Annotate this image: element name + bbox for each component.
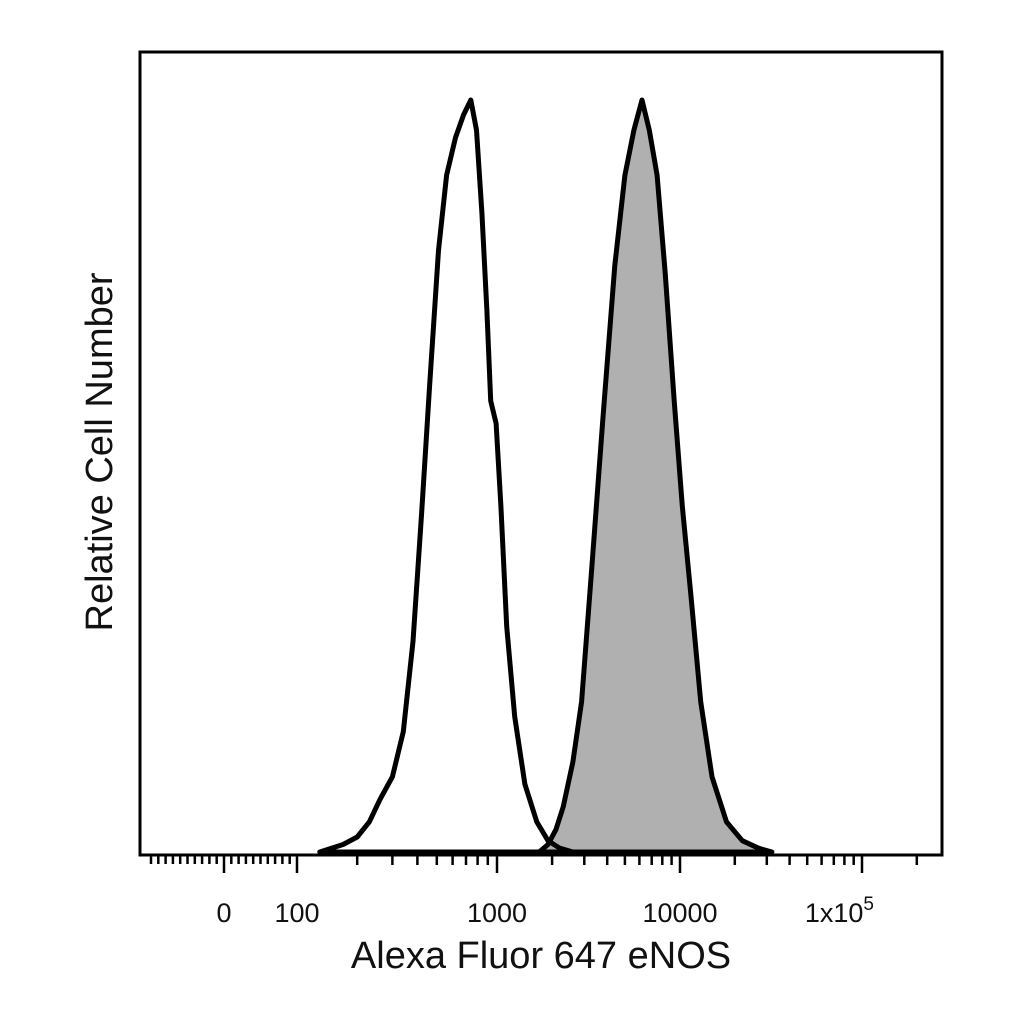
y-axis-label: Relative Cell Number [79, 272, 121, 631]
x-tick-label-exponent: 5 [863, 894, 874, 915]
x-tick-label: 100 [274, 898, 319, 928]
histogram-filled-series [536, 97, 775, 855]
plot-frame [138, 50, 944, 857]
x-tick-label: 0 [216, 898, 231, 928]
series-layer [317, 97, 775, 855]
x-tick-label: 1000 [467, 898, 527, 928]
x-tick-label: 1x105 [805, 894, 874, 928]
x-tick-label: 10000 [642, 898, 717, 928]
histogram-outline-series [317, 97, 576, 855]
x-axis-label: Alexa Fluor 647 eNOS [351, 935, 731, 977]
x-axis-ticks [149, 855, 919, 873]
x-axis-tick-labels: 0 100 1000 10000 1x105 [216, 894, 874, 928]
